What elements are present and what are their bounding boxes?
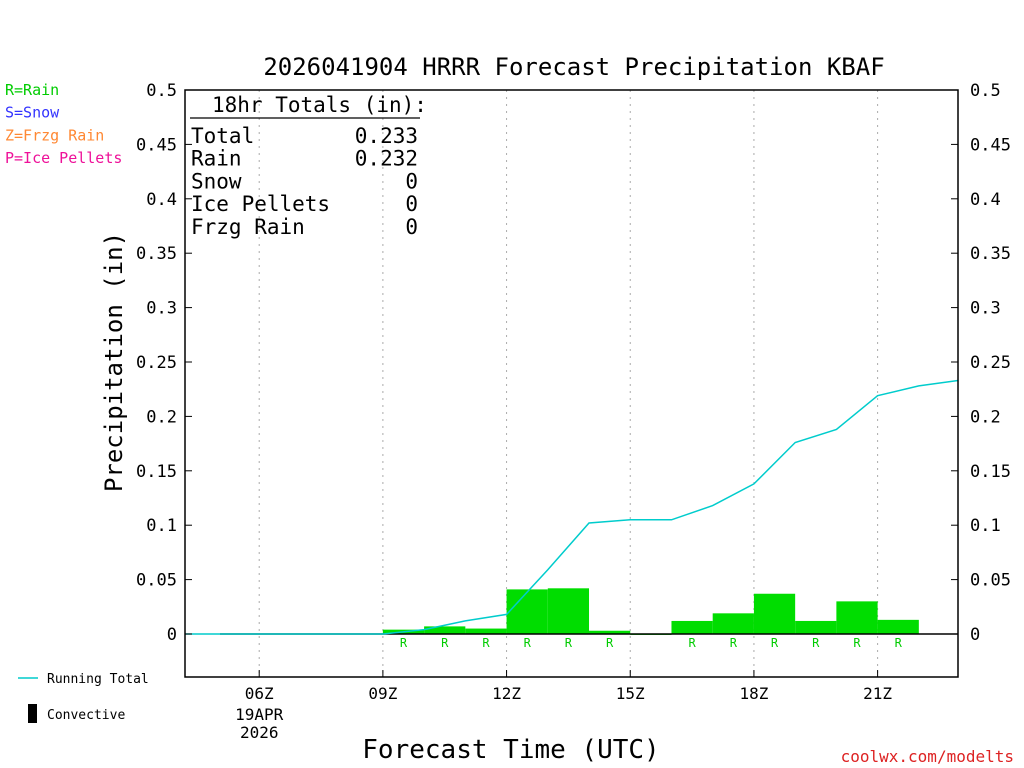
y-tick-label: 0.05 [136,571,177,591]
ptype-legend-item: R=Rain [5,81,59,99]
watermark: coolwx.com/modelts [841,747,1014,766]
ptype-label: R [400,636,408,650]
precip-bar [465,628,507,634]
y-tick-label-right: 0.45 [970,135,1011,155]
y-tick-label-right: 0.1 [970,516,1001,536]
hourly-bars [382,588,919,635]
y-tick-label: 0.3 [146,299,177,319]
running-total-line [185,379,959,635]
x-tick-sublabel: 19APR [235,705,284,724]
precip-bar [547,588,590,634]
totals-row-label: Rain [191,147,242,171]
convective-legend-label: Convective [47,708,125,723]
ptype-legend-item: Z=Frzg Rain [5,126,104,144]
line-legend: Running Total Convective [18,672,149,723]
ptype-legend-item: P=Ice Pellets [5,149,122,167]
ptype-label: R [606,636,614,650]
precip-bar [424,626,466,634]
precip-bar [795,620,837,634]
ptype-legend-item: S=Snow [5,104,60,122]
y-tick-label-right: 0.15 [970,462,1011,482]
ptype-label: R [895,636,903,650]
running-total-legend-label: Running Total [47,672,149,687]
totals-row-label: Ice Pellets [191,192,330,216]
precip-bar [506,589,548,634]
totals-row-value: 0.232 [355,147,418,171]
x-tick-label: 18Z [739,684,768,703]
y-tick-label-right: 0.5 [970,81,1001,101]
x-tick-label: 15Z [616,684,645,703]
precip-type-legend: R=Rain S=Snow Z=Frzg Rain P=Ice Pellets [5,81,122,167]
y-tick-label: 0.1 [146,516,177,536]
precip-bar [671,620,713,634]
ptype-label: R [771,636,779,650]
ptype-label: R [565,636,573,650]
plot-frame [184,89,959,678]
y-axis-label: Precipitation (in) [100,232,128,492]
y-tick-label-right: 0 [970,625,980,645]
chart-title: 2026041904 HRRR Forecast Precipitation K… [263,53,884,81]
x-tick-sublabel: 2026 [240,723,279,742]
totals-row-value: 0.233 [355,124,418,148]
ptype-label: R [482,636,490,650]
precip-bar [753,593,796,634]
x-tick-label: 21Z [863,684,892,703]
y-tick-label: 0.15 [136,462,177,482]
precip-bar [877,619,919,634]
totals-row-label: Total [191,124,254,148]
y-tick-label: 0.4 [146,190,177,210]
ptype-label: R [524,636,532,650]
y-tick-label-right: 0.05 [970,571,1011,591]
x-tick-label: 12Z [492,684,521,703]
convective-swatch [28,704,37,723]
y-axis-ticks: 0 00.05 0.050.1 0.10.15 0.150.2 0.20.25 0.250.… [136,81,1011,645]
ptype-label: R [730,636,738,650]
y-tick-label: 0.2 [146,407,177,427]
totals-row-value: 0 [405,192,418,216]
y-tick-label-right: 0.3 [970,299,1001,319]
totals-row-label: Snow [191,169,242,193]
y-tick-label: 0 [167,625,177,645]
totals-row-label: Frzg Rain [191,215,305,239]
y-tick-label: 0.45 [136,135,177,155]
totals-row-value: 0 [405,169,418,193]
y-tick-label-right: 0.35 [970,244,1011,264]
x-axis-label: Forecast Time (UTC) [362,735,659,765]
precip-bar [836,601,878,634]
y-tick-label-right: 0.2 [970,407,1001,427]
totals-box: 18hr Totals (in): Total 0.233 Rain 0.232 Sno… [190,93,427,239]
ptype-label: R [441,636,449,650]
y-tick-label: 0.25 [136,353,177,373]
x-tick-label: 09Z [368,684,397,703]
ptype-label: R [812,636,820,650]
totals-row-value: 0 [405,215,418,239]
ptype-label: R [688,636,696,650]
y-tick-label: 0.5 [146,81,177,101]
totals-header: 18hr Totals (in): [212,93,427,117]
x-tick-label: 06Z [245,684,274,703]
y-tick-label-right: 0.4 [970,190,1001,210]
ptype-label: R [853,636,861,650]
y-tick-label-right: 0.25 [970,353,1011,373]
precip-bar [589,630,631,634]
precip-bar [712,613,754,634]
y-tick-label: 0.35 [136,244,177,264]
